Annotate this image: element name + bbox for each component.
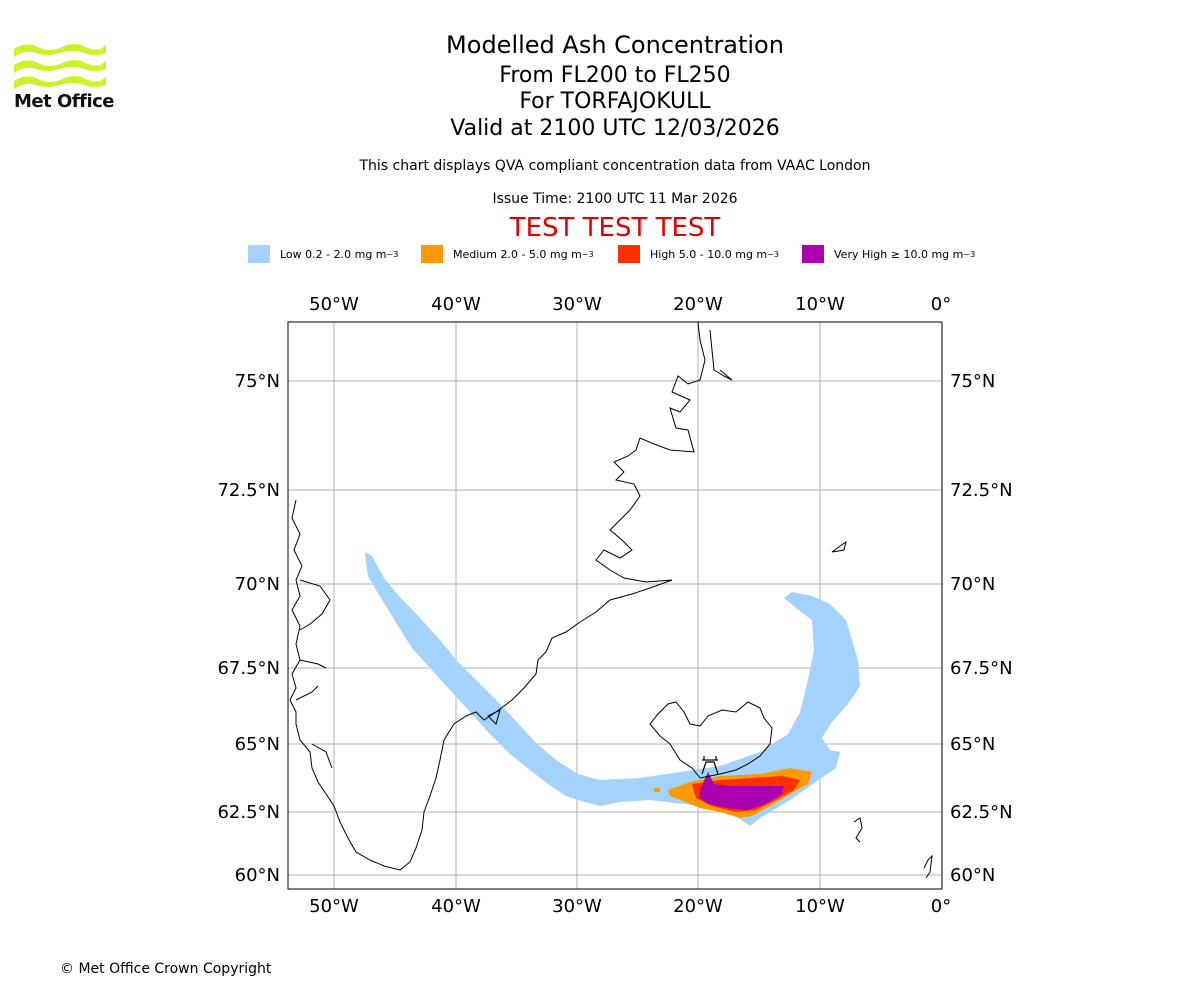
map-frame [287, 321, 943, 890]
chart-title: Modelled Ash Concentration [446, 31, 784, 59]
lon-label-top: 0° [931, 294, 951, 315]
legend-swatch-very-high [802, 245, 824, 263]
legend-high: High 5.0 - 10.0 mg m −3 [618, 244, 779, 264]
lon-label-bottom: 50°W [309, 896, 359, 917]
lat-label-left: 60°N [235, 865, 280, 886]
lon-label-top: 20°W [673, 294, 723, 315]
lat-label-left: 72.5°N [217, 480, 280, 501]
legend-label-high: High 5.0 - 10.0 mg m [650, 247, 768, 261]
lon-label-top: 50°W [309, 294, 359, 315]
graticule [288, 322, 942, 889]
legend-swatch-medium [421, 245, 443, 263]
legend-medium: Medium 2.0 - 5.0 mg m −3 [421, 244, 594, 264]
lon-label-bottom: 0° [931, 896, 951, 917]
lon-label-top: 30°W [552, 294, 602, 315]
volcano-name: For TORFAJOKULL [519, 89, 711, 114]
coastlines [289, 322, 933, 879]
lon-label-bottom: 30°W [552, 896, 602, 917]
issue-time: Issue Time: 2100 UTC 11 Mar 2026 [492, 191, 738, 207]
ash-very-high-region [700, 772, 784, 810]
lat-label-right: 65°N [950, 734, 995, 755]
lat-label-left: 62.5°N [217, 802, 280, 823]
legend-label-low: Low 0.2 - 2.0 mg m [280, 247, 387, 261]
legend-very-high: Very High ≥ 10.0 mg m −3 [802, 244, 975, 264]
lon-label-top: 10°W [795, 294, 845, 315]
lon-label-bottom: 10°W [795, 896, 845, 917]
volcano-icon [701, 756, 719, 775]
legend-swatch-high [618, 245, 640, 263]
legend-swatch-low [248, 245, 270, 263]
copyright-notice: © Met Office Crown Copyright [60, 961, 272, 977]
flight-levels: From FL200 to FL250 [499, 63, 731, 88]
met-office-logo [14, 44, 106, 89]
test-banner: TEST TEST TEST [509, 213, 721, 243]
lat-label-left: 75°N [235, 371, 280, 392]
lat-label-left: 65°N [235, 734, 280, 755]
met-office-wordmark: Met Office [14, 91, 115, 112]
lat-label-right: 70°N [950, 574, 995, 595]
lon-label-bottom: 40°W [431, 896, 481, 917]
lat-label-left: 67.5°N [217, 658, 280, 679]
lat-label-right: 67.5°N [950, 658, 1013, 679]
legend-label-very-high: Very High ≥ 10.0 mg m [834, 247, 964, 261]
lat-label-right: 75°N [950, 371, 995, 392]
qva-note: This chart displays QVA compliant concen… [359, 158, 871, 174]
ash-low-region [365, 552, 860, 826]
lon-label-top: 40°W [431, 294, 481, 315]
lat-label-right: 60°N [950, 865, 995, 886]
valid-time: Valid at 2100 UTC 12/03/2026 [450, 116, 780, 141]
lat-label-right: 62.5°N [950, 802, 1013, 823]
lat-label-right: 72.5°N [950, 480, 1013, 501]
legend-label-medium: Medium 2.0 - 5.0 mg m [453, 247, 582, 261]
lat-label-left: 70°N [235, 574, 280, 595]
legend-low: Low 0.2 - 2.0 mg m −3 [248, 244, 398, 264]
lon-label-bottom: 20°W [673, 896, 723, 917]
